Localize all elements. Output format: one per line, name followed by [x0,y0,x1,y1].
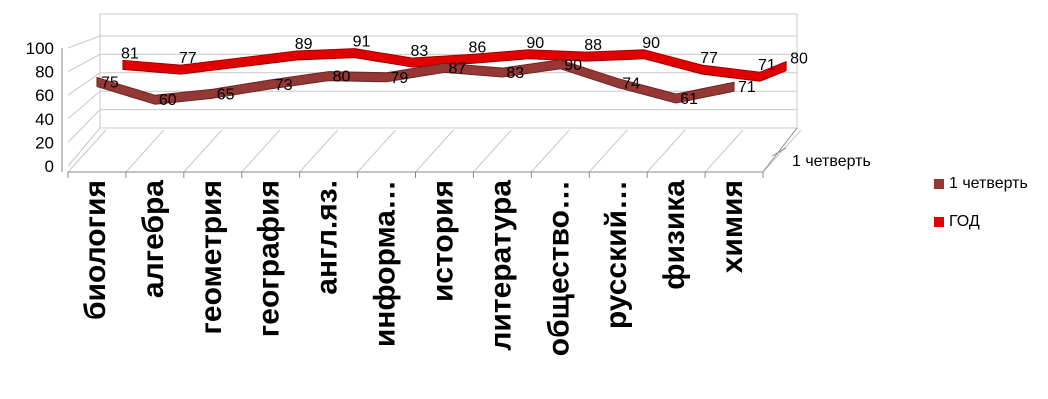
x-axis-categories: биология алгебра геометрия география англ.яз… [79,180,749,357]
x-tick-label: информа… [369,180,402,347]
data-label-q1: 65 [217,86,235,103]
data-label-year-end: 80 [790,51,808,68]
data-label-q1: 73 [275,77,293,94]
x-tick-label: англ.яз. [311,180,344,295]
gridline [67,35,797,49]
data-label-year: 71 [758,57,776,74]
x-tick-label: геометрия [195,180,228,335]
x-tick-label: история [426,180,459,302]
gridline [67,109,797,143]
data-label-year: 77 [700,50,718,67]
floor-gridline [646,129,686,173]
y-tick-label: 80 [35,63,54,82]
data-label-q1: 80 [333,69,351,86]
chart-axes [61,48,798,178]
data-label-year: 88 [584,37,602,54]
x-tick-label: химия [716,180,749,273]
data-label-year: 89 [295,36,313,53]
floor-gridline [415,129,454,173]
x-tick-label: общество… [542,180,575,356]
data-label-q1: 75 [101,75,119,92]
data-label-year: 77 [179,50,197,67]
floor-gridline [473,129,512,173]
data-label-q1: 90 [564,57,582,74]
floor-gridline [241,129,281,173]
floor-gridline [762,129,802,173]
series-ribbons [96,48,787,105]
y-tick-label: 20 [35,133,54,152]
data-label-q1: 87 [448,60,466,77]
data-label-q1: 74 [622,76,640,93]
data-label-year: 91 [353,34,371,51]
depth-axis-tick [771,147,787,157]
data-label-q1: 61 [680,91,698,108]
data-label-q1: 60 [159,92,177,109]
x-tick-label: физика [658,180,691,290]
data-label-q1: 71 [738,79,756,96]
data-label-year: 81 [121,45,139,62]
y-tick-label: 40 [35,110,54,129]
y-axis-ticks: 0 20 40 60 80 100 [26,39,54,176]
data-label-q1: 83 [506,65,524,82]
x-tick-label: биология [79,180,112,320]
data-label-year: 90 [642,35,660,52]
floor-gridline [704,129,744,173]
series-ribbon-q1 [96,59,735,105]
back-wall-edge [100,13,798,128]
legend-item-2: ГОД [934,210,1028,234]
x-tick-label: литература [484,180,517,351]
legend-label-2: ГОД [949,213,980,230]
chart-legend: 1 четверть ГОД [934,172,1028,248]
x-tick-label: русский… [600,180,633,329]
floor-gridline [588,129,628,173]
depth-axis-label: 1 четверть [792,153,871,170]
floor-gridline [299,129,339,173]
y-tick-label: 100 [26,39,54,58]
floor-gridline [183,129,223,173]
legend-swatch-2 [934,217,944,227]
y-tick-label: 60 [35,86,54,105]
legend-swatch-1 [934,179,944,189]
legend-item-1: 1 четверть [934,172,1028,196]
series-ribbon-year [122,48,787,82]
floor-gridline [125,129,165,173]
data-label-q1: 79 [391,70,409,87]
legend-label-1: 1 четверть [949,175,1028,192]
y-tick-label: 0 [45,157,54,176]
x-tick-label: география [253,180,286,337]
floor-gridline [357,129,396,173]
x-tick-label: алгебра [137,180,170,298]
chart-gridlines [67,13,802,173]
floor-gridline [67,129,107,173]
data-label-year: 83 [411,43,429,60]
floor-gridline [530,129,570,173]
data-label-year: 86 [468,40,486,57]
gridline [67,127,797,167]
data-label-year: 90 [526,35,544,52]
depth-axis-line [762,127,798,173]
